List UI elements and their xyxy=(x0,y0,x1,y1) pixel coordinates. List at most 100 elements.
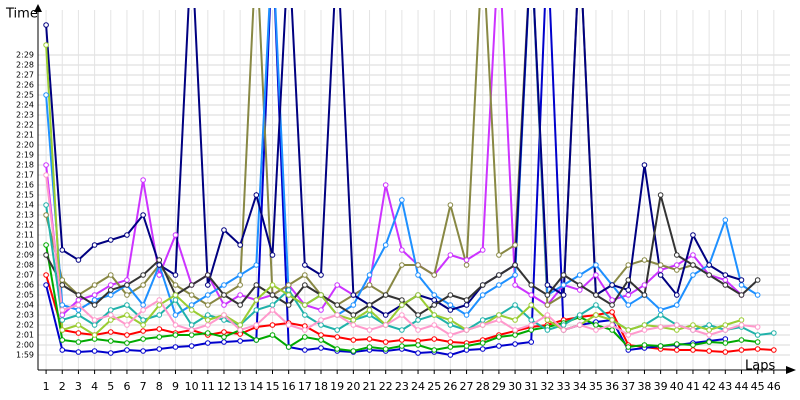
data-point xyxy=(350,317,357,323)
data-point xyxy=(738,347,745,353)
data-point xyxy=(269,322,276,328)
data-point xyxy=(625,332,632,338)
y-tick-label: 2:00 xyxy=(16,341,34,350)
data-point xyxy=(221,282,227,288)
data-point xyxy=(673,341,680,347)
data-point xyxy=(528,292,535,298)
data-point xyxy=(350,322,357,328)
data-point xyxy=(479,317,486,323)
data-point xyxy=(738,282,745,288)
data-point xyxy=(593,272,599,278)
data-point xyxy=(673,302,680,308)
x-tick-label: 42 xyxy=(702,380,716,393)
data-point xyxy=(172,312,179,318)
data-point xyxy=(399,247,405,253)
data-point xyxy=(140,348,146,354)
x-tick-label: 25 xyxy=(427,380,441,393)
data-point xyxy=(285,322,292,328)
data-point xyxy=(107,237,114,243)
data-point xyxy=(107,272,114,278)
data-point xyxy=(366,272,373,278)
data-point xyxy=(124,232,130,238)
data-point xyxy=(657,312,664,318)
data-point xyxy=(124,312,130,318)
data-point xyxy=(431,297,438,303)
data-point xyxy=(754,346,761,352)
y-tick-label: 2:08 xyxy=(16,261,34,270)
data-point xyxy=(722,340,729,346)
data-point xyxy=(140,212,146,218)
y-tick-label: 2:16 xyxy=(16,181,34,190)
data-point xyxy=(479,322,486,328)
data-point xyxy=(673,292,680,298)
data-point xyxy=(560,282,567,288)
data-point xyxy=(463,262,470,268)
plot-area xyxy=(43,8,777,358)
data-point xyxy=(463,297,470,303)
data-point xyxy=(140,177,146,183)
x-tick-label: 11 xyxy=(201,380,215,393)
data-point xyxy=(496,317,502,323)
y-tick-label: 2:28 xyxy=(16,61,34,70)
data-point xyxy=(560,292,567,298)
data-point xyxy=(107,329,114,335)
data-point xyxy=(188,282,195,288)
data-point xyxy=(625,292,632,298)
data-point xyxy=(738,317,745,323)
y-tick-label: 2:19 xyxy=(16,151,34,160)
data-point xyxy=(334,302,340,308)
x-tick-label: 32 xyxy=(540,380,554,393)
data-point xyxy=(609,302,615,308)
data-point xyxy=(609,309,615,315)
data-point xyxy=(625,262,632,268)
data-point xyxy=(43,172,49,178)
y-tick-label: 2:15 xyxy=(16,191,34,200)
data-point xyxy=(528,302,535,308)
data-point xyxy=(124,282,130,288)
data-point xyxy=(237,242,243,248)
data-point xyxy=(91,317,98,323)
x-tick-label: 24 xyxy=(411,380,425,393)
data-point xyxy=(447,339,454,345)
data-point xyxy=(399,262,405,268)
data-point xyxy=(43,202,49,208)
data-point xyxy=(237,338,243,344)
data-point xyxy=(366,282,373,288)
data-point xyxy=(124,302,130,308)
data-point xyxy=(657,192,664,198)
x-tick-label: 3 xyxy=(75,380,82,393)
data-point xyxy=(657,343,664,349)
data-point xyxy=(366,312,373,318)
data-point xyxy=(43,282,49,288)
data-point xyxy=(43,42,49,48)
data-point xyxy=(205,340,211,346)
x-tick-label: 28 xyxy=(476,380,490,393)
data-point xyxy=(576,312,583,318)
data-point xyxy=(382,339,389,345)
data-point xyxy=(334,312,340,318)
y-tick-label: 2:06 xyxy=(16,281,34,290)
data-point xyxy=(415,327,421,333)
data-point xyxy=(172,322,179,328)
data-point xyxy=(140,272,146,278)
data-point xyxy=(302,272,308,278)
data-point xyxy=(544,317,551,323)
data-point xyxy=(237,282,243,288)
x-tick-label: 5 xyxy=(107,380,114,393)
x-tick-label: 8 xyxy=(156,380,163,393)
x-tick-label: 40 xyxy=(670,380,684,393)
x-tick-label: 12 xyxy=(217,380,231,393)
data-point xyxy=(140,328,146,334)
series-line xyxy=(45,274,774,354)
data-point xyxy=(75,302,82,308)
x-tick-label: 26 xyxy=(443,380,457,393)
data-point xyxy=(528,282,535,288)
data-point xyxy=(560,322,567,328)
data-point xyxy=(350,302,357,308)
data-point xyxy=(512,327,518,333)
data-point xyxy=(512,317,518,323)
data-point xyxy=(641,292,648,298)
data-point xyxy=(496,252,502,258)
data-point xyxy=(302,302,308,308)
data-point xyxy=(221,317,227,323)
